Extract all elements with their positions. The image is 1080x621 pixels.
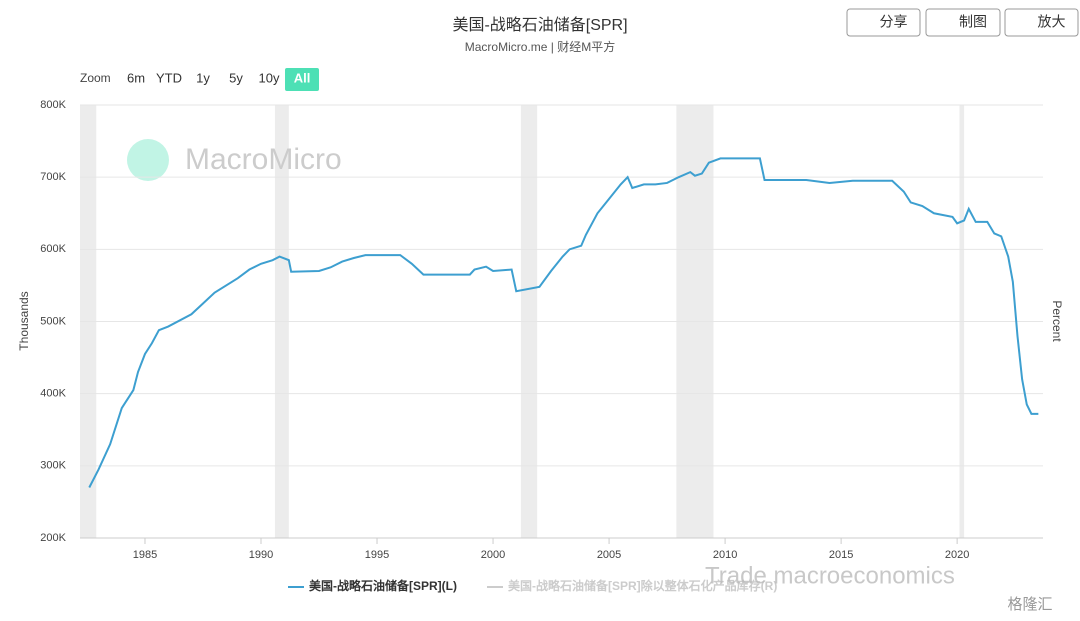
button-frame <box>846 8 921 37</box>
x-tick-label: 1985 <box>133 549 157 561</box>
y-tick-label: 400K <box>40 388 66 400</box>
x-tick-label: 2020 <box>945 549 969 561</box>
zoom-option[interactable]: 5y <box>229 70 243 85</box>
y-tick-label: 600K <box>40 243 66 255</box>
y-tick-label: 800K <box>40 99 66 111</box>
x-tick-label: 1990 <box>249 549 273 561</box>
watermark-logo <box>127 139 169 181</box>
x-tick-label: 2005 <box>597 549 621 561</box>
legend-label[interactable]: 美国-战略石油储备[SPR]除以整体石化产品库存(R) <box>508 578 777 593</box>
y-axis-label: Thousands <box>17 291 31 350</box>
x-tick-label: 1995 <box>365 549 389 561</box>
zoom-option[interactable]: YTD <box>156 70 182 85</box>
zoom-option[interactable]: 6m <box>127 70 145 85</box>
watermark: MacroMicro <box>185 143 342 176</box>
zoom-option[interactable]: 1y <box>196 70 210 85</box>
button-label: 制图 <box>959 14 987 30</box>
watermark: Trade macroeconomics <box>705 562 955 589</box>
watermark: 格隆汇 <box>1007 596 1052 613</box>
y-tick-label: 700K <box>40 171 66 183</box>
x-tick-label: 2000 <box>481 549 505 561</box>
header-button[interactable]: 制图 <box>925 8 1001 37</box>
button-frame <box>1004 8 1079 37</box>
legend-label[interactable]: 美国-战略石油储备[SPR](L) <box>309 578 457 593</box>
data-line <box>88 157 1039 488</box>
header-button[interactable]: 放大 <box>1004 8 1079 37</box>
zoom-label: Zoom <box>80 71 111 85</box>
chart-title: 美国-战略石油储备[SPR] <box>452 16 627 34</box>
button-label: 分享 <box>880 14 908 30</box>
x-tick-label: 2015 <box>829 549 853 561</box>
chart-subtitle: MacroMicro.me | 财经M平方 <box>465 39 615 54</box>
header-button[interactable]: 分享 <box>846 8 921 37</box>
zoom-option[interactable]: All <box>294 70 311 85</box>
y-tick-label: 300K <box>40 460 66 472</box>
x-tick-label: 2010 <box>713 549 737 561</box>
zoom-option[interactable]: 10y <box>259 70 280 85</box>
zoom-active-bg <box>285 68 319 91</box>
y-tick-label: 500K <box>40 315 66 327</box>
y-tick-label: 200K <box>40 532 66 544</box>
button-frame <box>925 8 1001 37</box>
button-label: 放大 <box>1038 14 1066 30</box>
y2-axis-label: Percent <box>1050 300 1064 342</box>
